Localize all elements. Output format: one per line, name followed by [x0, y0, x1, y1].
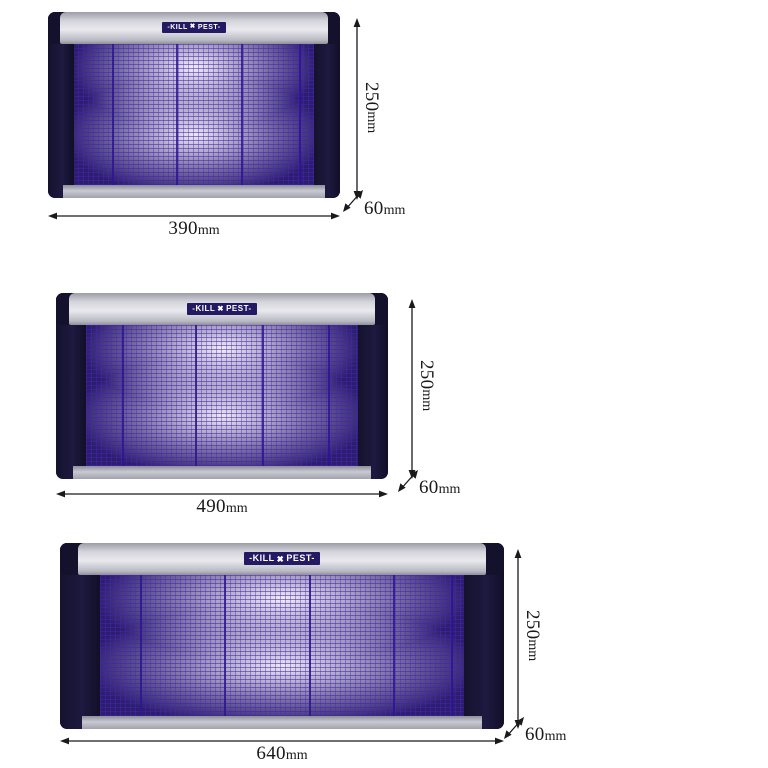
bottom-housing-bar [72, 465, 372, 479]
badge-label-right: PEST- [286, 553, 315, 564]
width-dimension-arrow-390 [48, 212, 340, 220]
kill-pest-badge: -KILL ✖ PEST- [162, 22, 226, 34]
mosquito-icon: ✖ [189, 23, 196, 31]
zapper-body-490: -KILL ✖ PEST- [56, 293, 388, 479]
width-dimension-arrow-640 [60, 737, 504, 745]
width-label-490: 490mm [196, 496, 248, 517]
width-dimension-arrow-490 [56, 490, 388, 498]
bottom-housing-bar [62, 184, 326, 198]
depth-dimension-arrow-490 [398, 470, 418, 492]
depth-label-640: 60mm [525, 724, 567, 745]
product-unit-640: -KILL ✖ PEST- [60, 543, 504, 729]
height-label-490: 250mm [416, 360, 437, 412]
mosquito-icon: ✖ [217, 303, 225, 313]
height-label-640: 250mm [522, 610, 543, 662]
depth-label-390: 60mm [364, 198, 406, 219]
badge-label-left: -KILL [249, 553, 275, 564]
depth-dimension-arrow-640 [504, 717, 524, 739]
grid-support-bars [60, 543, 504, 729]
zapper-body-390: -KILL ✖ PEST- [48, 12, 340, 198]
badge-label-left: -KILL [167, 24, 188, 32]
zapper-body-640: -KILL ✖ PEST- [60, 543, 504, 729]
depth-label-490: 60mm [419, 477, 461, 498]
bottom-housing-bar [82, 715, 482, 729]
badge-label-right: PEST- [226, 303, 252, 313]
mosquito-icon: ✖ [276, 553, 285, 564]
grid-support-bars [48, 12, 340, 198]
badge-label-right: PEST- [197, 24, 221, 32]
width-label-640: 640mm [256, 743, 308, 764]
product-unit-390: -KILL ✖ PEST- [48, 12, 340, 198]
product-unit-490: -KILL ✖ PEST- [56, 293, 388, 479]
kill-pest-badge: -KILL ✖ PEST- [187, 302, 257, 315]
grid-support-bars [56, 293, 388, 479]
top-housing-bar: -KILL ✖ PEST- [59, 12, 329, 44]
depth-dimension-arrow-390 [343, 190, 363, 212]
top-housing-bar: -KILL ✖ PEST- [77, 543, 487, 575]
height-label-390: 250mm [361, 82, 382, 134]
width-label-390: 390mm [168, 218, 220, 239]
badge-label-left: -KILL [192, 303, 216, 313]
kill-pest-badge: -KILL ✖ PEST- [244, 552, 320, 566]
top-housing-bar: -KILL ✖ PEST- [69, 293, 375, 325]
